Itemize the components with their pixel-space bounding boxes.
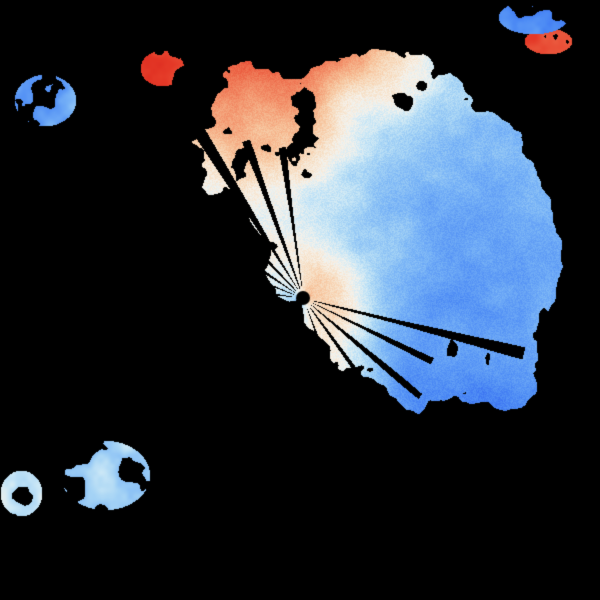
radar-velocity-canvas[interactable] <box>0 0 600 600</box>
radar-display <box>0 0 600 600</box>
